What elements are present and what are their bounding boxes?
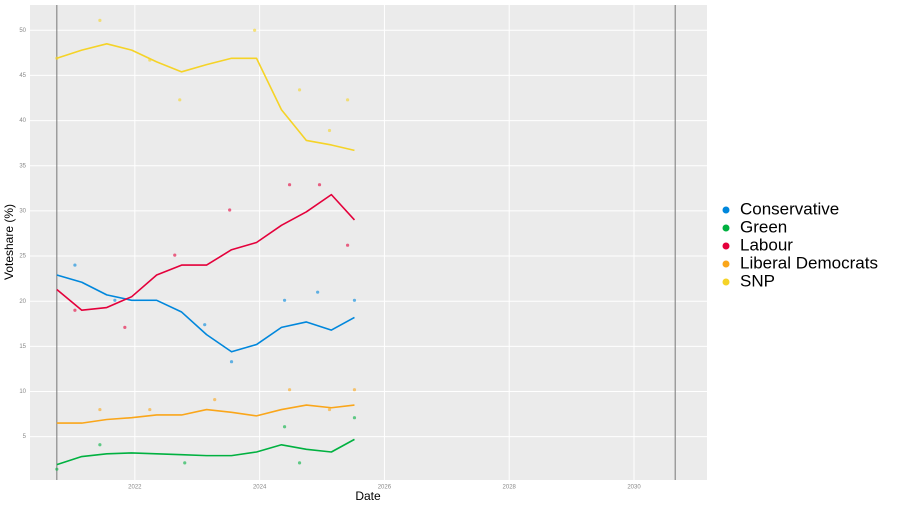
trend-line bbox=[56, 438, 355, 466]
legend-label: Conservative bbox=[740, 199, 839, 218]
y-tick-label: 20 bbox=[19, 299, 26, 305]
y-tick-label: 35 bbox=[19, 163, 26, 169]
poll-point bbox=[345, 98, 350, 102]
legend-label: Green bbox=[740, 217, 787, 236]
poll-point bbox=[287, 388, 292, 392]
legend-swatch bbox=[722, 206, 730, 214]
poll-point bbox=[229, 360, 234, 364]
x-tick-label: 2024 bbox=[253, 485, 267, 491]
y-tick-label: 25 bbox=[19, 254, 26, 260]
legend-swatch bbox=[722, 224, 730, 232]
panel bbox=[30, 5, 707, 480]
legend-label: Labour bbox=[740, 235, 793, 254]
y-tick-label: 45 bbox=[19, 73, 26, 79]
poll-point bbox=[345, 243, 350, 247]
poll-point bbox=[352, 298, 357, 302]
poll-point bbox=[148, 407, 152, 412]
poll-point bbox=[253, 28, 257, 32]
poll-point bbox=[55, 467, 59, 471]
y-tick-label: 40 bbox=[19, 118, 26, 124]
poll-point bbox=[352, 416, 357, 420]
x-tick-label: 2026 bbox=[378, 485, 392, 491]
poll-point bbox=[316, 290, 320, 294]
poll-point bbox=[213, 398, 217, 402]
poll-point bbox=[287, 183, 292, 187]
poll-point bbox=[98, 443, 102, 447]
poll-point bbox=[178, 98, 182, 102]
x-tick-label: 2030 bbox=[627, 485, 641, 491]
poll-point bbox=[98, 407, 102, 412]
poll-point bbox=[297, 88, 302, 92]
poll-point bbox=[352, 388, 357, 392]
x-tick-label: 2028 bbox=[503, 485, 517, 491]
legend-label: Liberal Democrats bbox=[740, 253, 878, 272]
legend-swatch bbox=[722, 242, 730, 250]
poll-point bbox=[282, 298, 287, 302]
y-tick-label: 10 bbox=[19, 389, 26, 395]
poll-point bbox=[183, 461, 187, 465]
poll-point bbox=[98, 18, 102, 22]
legend-swatch bbox=[722, 278, 730, 286]
y-axis-title: Voteshare (%) bbox=[2, 204, 16, 280]
poll-point bbox=[317, 183, 322, 187]
poll-point bbox=[173, 253, 177, 257]
trend-line bbox=[56, 193, 356, 312]
legend-swatch bbox=[722, 260, 730, 268]
y-tick-label: 50 bbox=[19, 28, 26, 34]
x-tick-label: 2022 bbox=[128, 485, 142, 491]
poll-point bbox=[327, 407, 332, 412]
trend-line bbox=[56, 43, 355, 152]
poll-point bbox=[123, 325, 127, 329]
y-tick-label: 30 bbox=[19, 208, 26, 214]
y-tick-label: 15 bbox=[19, 344, 26, 350]
trend-line bbox=[56, 274, 355, 353]
poll-point bbox=[73, 308, 77, 312]
poll-point bbox=[297, 461, 302, 465]
y-tick-label: 5 bbox=[23, 434, 27, 440]
poll-point bbox=[73, 263, 77, 267]
trend-line bbox=[56, 404, 355, 424]
poll-point bbox=[113, 298, 117, 302]
poll-point bbox=[228, 208, 232, 212]
legend-label: SNP bbox=[740, 271, 775, 290]
x-axis-title: Date bbox=[355, 489, 381, 503]
poll-point bbox=[203, 323, 207, 327]
poll-point bbox=[282, 425, 287, 429]
poll-point bbox=[327, 128, 332, 133]
